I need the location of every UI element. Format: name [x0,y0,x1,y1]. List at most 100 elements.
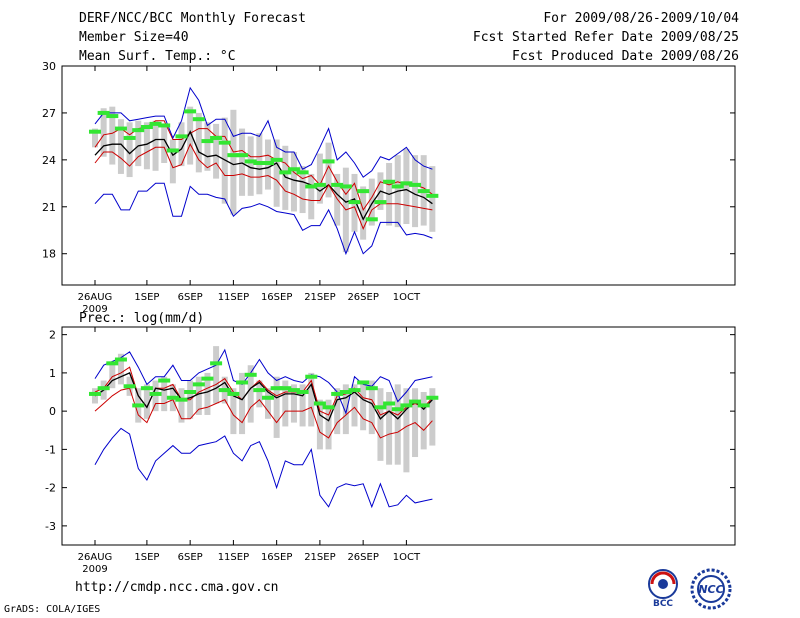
x-tick-label: 26SEP [347,552,378,563]
spread-bar [420,392,427,450]
spread-bar [351,384,358,427]
obs-marker [218,140,231,145]
obs-marker [409,399,422,404]
started-refer-date: Fcst Started Refer Date 2009/08/25 [472,30,739,45]
obs-marker [140,386,153,391]
obs-marker [184,390,197,395]
spread-bar [187,106,194,165]
obs-marker [383,401,396,406]
obs-marker [132,128,145,133]
x-tick-label: 16SEP [261,292,292,303]
spread-bar [230,388,237,435]
obs-marker [296,170,309,175]
spread-bar [256,380,263,408]
y-tick-label: 1 [49,367,56,380]
y-tick-label: 24 [42,154,56,167]
obs-marker [417,403,430,408]
obs-marker [331,391,344,396]
spread-bar [126,122,133,178]
spread-bar [100,108,107,157]
spread-bar [386,392,393,465]
spread-bar [178,122,185,167]
variable-label: Mean Surf. Temp.: °C [79,49,236,64]
obs-marker [158,123,171,128]
obs-marker [210,135,223,140]
spread-bar [299,384,306,427]
spread-bar [325,399,332,450]
x-tick-label: 26AUG [78,292,113,303]
source-url[interactable]: http://cmdp.ncc.cma.gov.cn [75,580,279,595]
series-min-line [94,86,433,178]
x-tick-label: 11SEP [218,552,249,563]
obs-marker [400,181,413,186]
obs-marker [244,372,257,377]
series-mean-line [94,372,433,422]
obs-marker [383,179,396,184]
spread-bar [143,122,150,170]
spread-bar [204,372,211,415]
prec-panel-label: Prec.: log(mm/d) [79,311,205,326]
x-tick-label: 1OCT [393,292,421,303]
obs-marker [400,403,413,408]
obs-marker [89,391,101,396]
spread-bar [221,117,228,204]
y-tick-label: -2 [45,482,56,495]
ncc-logo-text: NCC [698,583,723,596]
y-tick-label: 0 [49,405,56,418]
obs-marker [365,217,378,222]
chart-panel-0: 18 21 24 27 30 26AUG 1SEP 6SEP 11SEP 16SEP 21SEP 26… [42,60,736,315]
obs-marker [331,182,344,187]
spread-bar [412,155,419,228]
obs-marker [175,134,188,139]
spread-bar [109,361,116,389]
obs-marker [348,388,361,393]
spread-bar [213,346,220,404]
spread-bar [308,173,315,220]
spread-bar [169,139,176,184]
series-max-line [94,348,433,415]
spread-bar [178,388,185,423]
obs-marker [270,157,283,162]
spread-bar [117,119,124,174]
spread-bar [316,399,323,450]
y-tick-label: 2 [49,329,56,342]
spread-bar [117,353,124,385]
series-min-line [94,427,433,509]
obs-marker [140,125,153,130]
spread-bar [334,388,341,435]
obs-marker [97,110,110,115]
obs-marker [391,184,404,189]
spread-bar [403,388,410,473]
obs-marker [253,388,266,393]
series-mean-line [94,130,433,221]
spread-bar [360,186,367,240]
spread-bar [239,128,246,196]
obs-marker [89,129,101,134]
spread-bar [213,123,220,179]
y-tick-label: 21 [42,201,56,214]
obs-marker [106,114,119,119]
obs-marker [158,378,171,383]
obs-marker [149,121,162,126]
obs-marker [391,407,404,412]
obs-marker [374,200,387,205]
obs-marker [166,395,179,400]
y-tick-label: -3 [45,520,56,533]
obs-marker [166,148,179,153]
spread-bar [239,372,246,435]
obs-marker [236,153,249,158]
obs-marker [184,109,197,114]
ncc-logo: NCC [690,568,732,610]
y-tick-label: 30 [42,60,56,73]
obs-marker [270,386,283,391]
spread-bar [247,365,254,423]
x-tick-label: 1SEP [134,552,159,563]
obs-marker [313,182,326,187]
obs-marker [339,184,352,189]
spread-bar [135,120,142,167]
spread-bar [429,166,436,232]
obs-marker [348,200,361,205]
obs-marker [262,395,274,400]
spread-bar [92,128,98,148]
